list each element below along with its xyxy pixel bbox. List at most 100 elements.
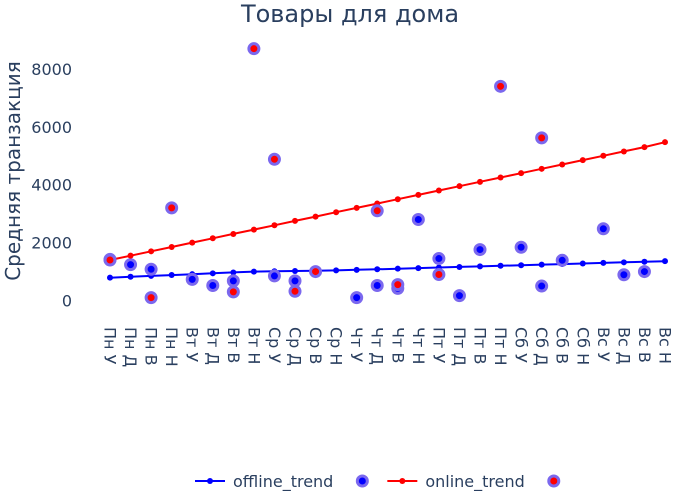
data-point <box>247 42 261 56</box>
trend-point <box>518 170 525 177</box>
legend-label: offline_trend <box>233 472 333 492</box>
trend-point <box>394 265 401 272</box>
x-tick-label: Ср Д <box>286 327 305 366</box>
trend-point <box>107 274 113 281</box>
x-tick-label: Пн У <box>101 327 120 365</box>
legend-item-1[interactable] <box>355 474 369 488</box>
legend-item-3[interactable] <box>547 474 561 488</box>
data-point <box>267 152 281 166</box>
trend-point <box>209 270 216 277</box>
trend-point <box>415 191 422 198</box>
trend-point <box>168 272 175 279</box>
series-2 <box>107 139 668 263</box>
chart-title: Товары для дома <box>240 0 459 28</box>
data-point <box>144 262 158 276</box>
x-tick-label: Пт В <box>471 327 490 364</box>
data-point <box>535 279 549 293</box>
trend-point <box>168 243 175 250</box>
data-point <box>555 253 569 267</box>
x-tick-label: Вт Д <box>203 327 222 365</box>
trend-point <box>538 165 545 172</box>
data-point <box>226 274 240 288</box>
trend-point <box>538 261 545 268</box>
x-tick-label: Ср Н <box>327 327 346 365</box>
data-point <box>288 284 302 298</box>
legend-item-0[interactable]: offline_trend <box>195 472 333 492</box>
trend-point <box>477 178 483 185</box>
data-point <box>226 285 240 299</box>
x-tick-label: Ср В <box>306 327 325 364</box>
legend-marker <box>355 474 369 488</box>
data-point <box>432 252 446 266</box>
data-point <box>494 79 508 93</box>
trend-line <box>109 141 666 261</box>
data-point <box>391 278 405 292</box>
trend-point <box>148 248 155 255</box>
data-point <box>124 258 138 272</box>
trend-point <box>292 268 298 274</box>
data-point <box>473 243 487 257</box>
x-axis-ticks: Пн У Пн Д Пн В Пн Н Вт У Вт Д Вт В Вт Н Ср У Ср Д… <box>101 327 675 367</box>
trend-point <box>620 148 627 155</box>
y-tick-label: 6000 <box>31 118 72 137</box>
legend-marker <box>547 474 561 488</box>
series-1 <box>103 212 651 305</box>
trend-point <box>189 239 196 246</box>
x-tick-label: Пн Н <box>162 327 181 367</box>
legend[interactable]: offline_trend online_trend <box>195 472 561 492</box>
legend-marker <box>207 478 213 484</box>
y-tick-label: 2000 <box>31 234 72 253</box>
legend-item-2[interactable]: online_trend <box>387 472 525 492</box>
trend-point <box>127 273 134 280</box>
data-point <box>637 265 651 279</box>
trend-point <box>353 204 360 211</box>
trend-point <box>312 213 319 220</box>
series-layer <box>103 42 668 305</box>
trend-point <box>435 187 442 194</box>
legend-label: online_trend <box>425 472 524 492</box>
x-tick-label: Сб Д <box>532 327 551 366</box>
data-point <box>452 289 466 303</box>
trend-point <box>497 262 504 269</box>
data-point <box>432 267 446 281</box>
legend-marker <box>399 478 406 484</box>
x-tick-label: Вс Д <box>614 327 633 364</box>
trend-line <box>109 260 666 279</box>
trend-point <box>333 209 340 216</box>
data-point <box>370 204 384 218</box>
trend-point <box>579 157 586 164</box>
trend-point <box>292 217 298 224</box>
data-point <box>144 291 158 305</box>
x-tick-label: Сб В <box>553 327 572 364</box>
x-tick-label: Пт У <box>429 327 448 363</box>
data-point <box>350 291 364 305</box>
trend-point <box>353 266 360 273</box>
trend-point <box>456 263 463 270</box>
trend-point <box>600 152 607 159</box>
x-tick-label: Сб Н <box>573 327 592 365</box>
trend-point <box>271 222 278 229</box>
trend-point <box>641 258 648 265</box>
trend-point <box>662 139 668 146</box>
x-tick-label: Чт Д <box>368 327 387 365</box>
series-3 <box>103 42 549 305</box>
x-tick-label: Вс В <box>635 327 654 363</box>
y-axis-label: Средняя транзакция <box>1 61 25 281</box>
trend-point <box>230 230 237 237</box>
trend-point <box>230 269 237 276</box>
x-tick-label: Вт Н <box>244 327 263 364</box>
y-tick-label: 4000 <box>31 176 72 195</box>
x-tick-label: Ср У <box>265 327 284 363</box>
trend-point <box>497 174 504 181</box>
trend-point <box>641 144 648 151</box>
data-point <box>596 222 610 236</box>
x-tick-label: Чт У <box>347 327 366 362</box>
x-tick-label: Пн Д <box>121 327 140 367</box>
data-point <box>267 269 281 283</box>
y-axis-ticks: 0 2000 4000 6000 8000 <box>31 60 72 311</box>
data-point <box>165 201 179 215</box>
trend-point <box>600 259 607 266</box>
data-point <box>370 278 384 292</box>
